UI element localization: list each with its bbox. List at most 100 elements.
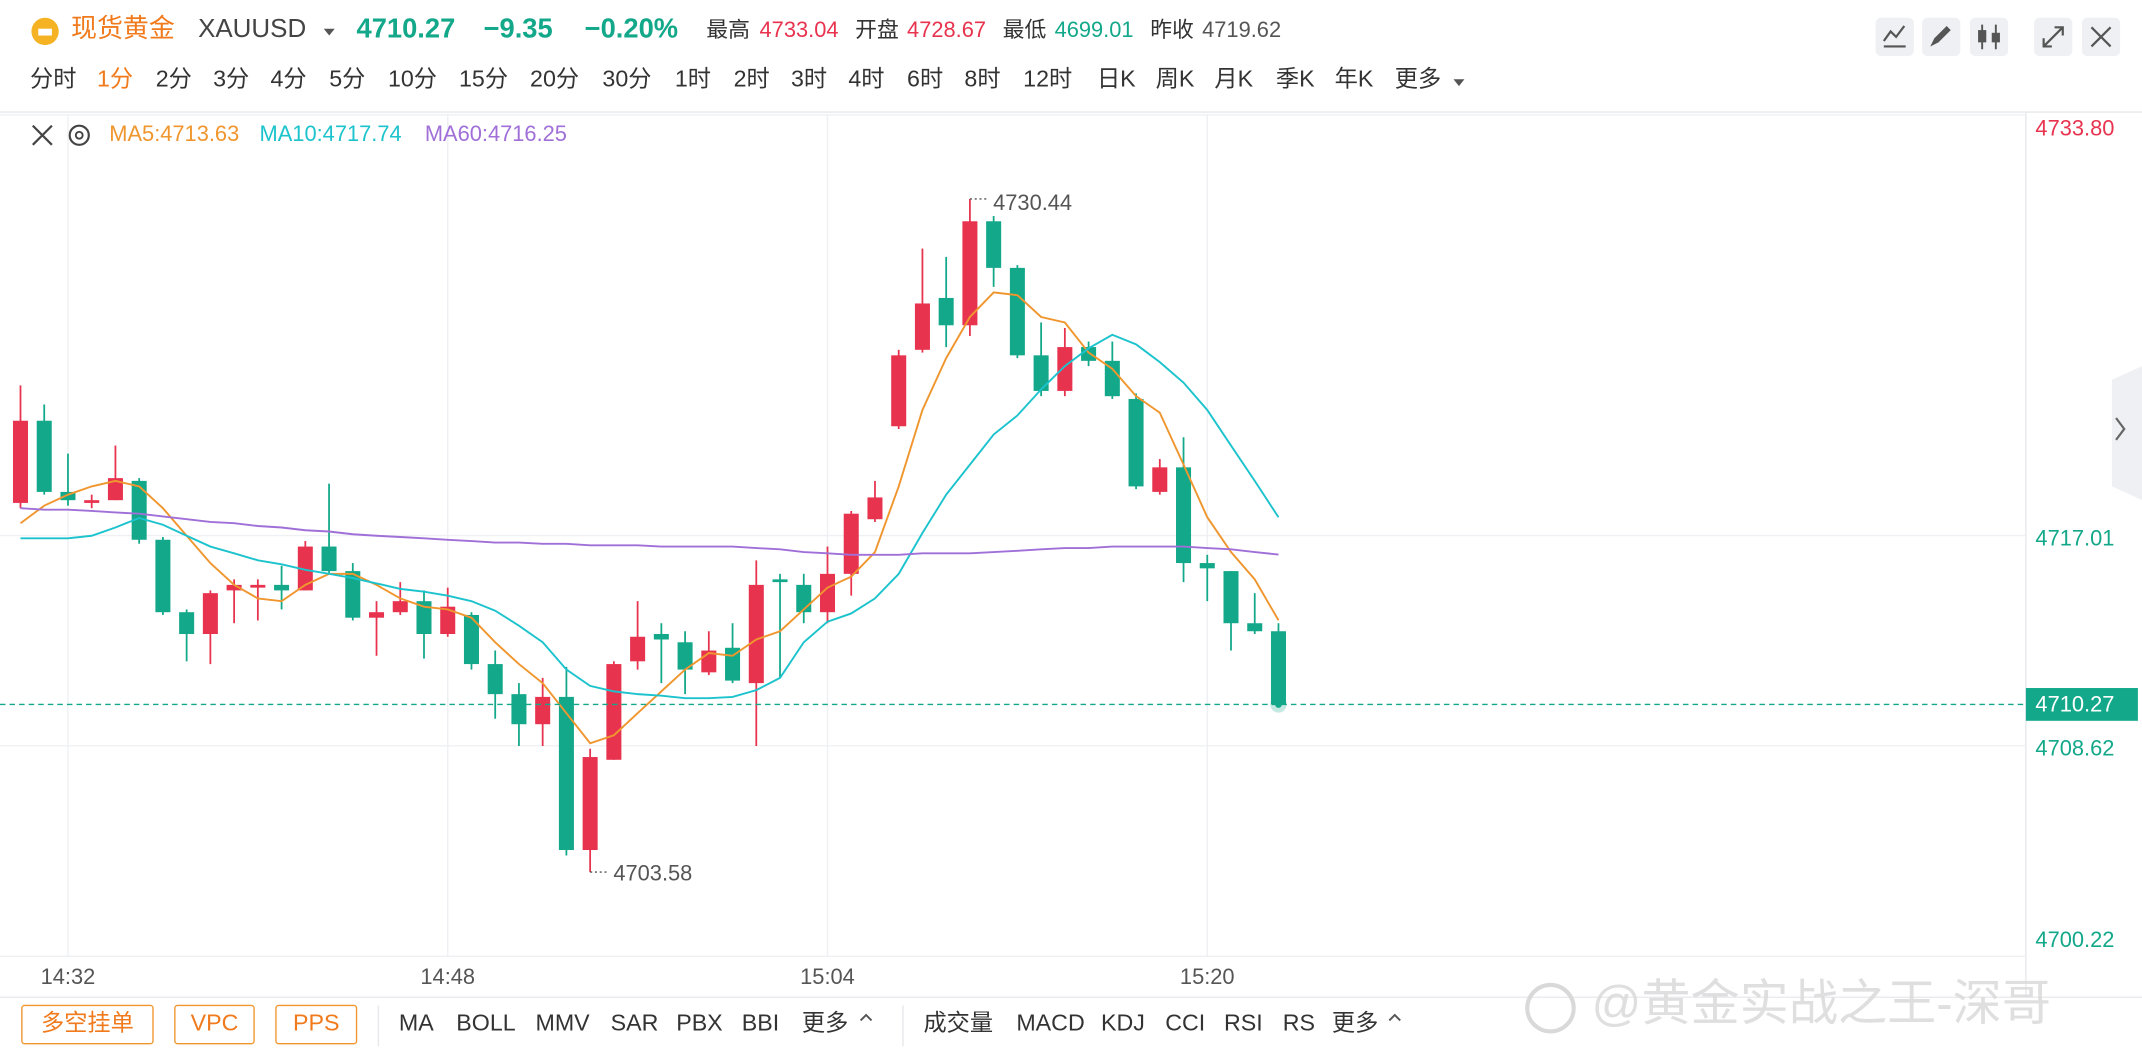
period-tab[interactable]: 8时 [964,66,1000,92]
candle-body [606,664,622,760]
candle-style-icon-body [1978,30,1987,43]
more-up-caret[interactable] [859,1013,873,1022]
period-tab[interactable]: 12时 [1023,66,1072,92]
candle-body [938,297,954,326]
candle-body [440,606,456,634]
sub-indicator-tab[interactable]: KDJ [1101,1010,1145,1036]
ma-line [20,507,1279,556]
more-up-caret[interactable] [1388,1013,1401,1022]
period-tab[interactable]: 2时 [734,66,770,92]
period-tab[interactable]: 年K [1335,66,1374,92]
ma-settings-icon-center [74,130,84,140]
period-tab[interactable]: 30分 [602,66,651,92]
period-tab[interactable]: 4分 [270,66,306,92]
candle-body [891,355,907,427]
side-panel-tab[interactable] [2111,366,2142,500]
period-tab[interactable]: 分时 [30,66,76,92]
candle-body [463,614,479,665]
candle-style-icon-body [1991,32,2000,43]
extreme-label: 4730.44 [993,190,1072,215]
main-indicator-tab[interactable]: BBI [742,1010,779,1036]
candle-body [274,584,290,591]
stat-value: 4733.04 [760,17,839,42]
order-button-label: PPS [293,1010,339,1036]
period-tab[interactable]: 3时 [791,66,827,92]
candle-body [772,579,788,583]
stat-value: 4719.62 [1202,17,1281,42]
candle-body [369,612,385,618]
sub-indicator-tab[interactable]: CCI [1165,1010,1205,1036]
stat-label: 最低 [1003,17,1047,42]
y-tick-label: 4700.22 [2035,927,2114,952]
candle-body [12,420,29,503]
period-tab[interactable]: 1分 [97,66,133,92]
period-tab[interactable]: 15分 [459,66,508,92]
x-tick-label: 14:32 [41,964,96,989]
candle-body [677,642,693,670]
period-tab[interactable]: 10分 [388,66,437,92]
period-tab[interactable]: 月K [1214,66,1253,92]
main-indicator-tab[interactable]: 更多 [802,1010,848,1036]
candle-body [843,513,859,574]
candle-body [819,573,836,613]
candle-body [1176,467,1192,564]
period-tab[interactable]: 3分 [213,66,249,92]
candle-body [962,221,978,326]
candle-body [748,584,764,684]
period-tab[interactable]: 2分 [156,66,192,92]
order-button[interactable] [21,1004,154,1045]
gold-icon-bar [38,28,52,36]
period-tab[interactable]: 20分 [530,66,579,92]
stat-value: 4728.67 [907,17,986,42]
order-button[interactable] [174,1004,255,1045]
main-indicator-tab[interactable]: SAR [611,1010,659,1036]
sub-indicator-tab[interactable]: 成交量 [923,1010,993,1036]
candle-body [630,636,646,662]
main-indicator-tab[interactable]: BOLL [456,1010,515,1036]
sub-indicator-tab[interactable]: MACD [1016,1010,1084,1036]
candle-body [84,500,100,503]
instrument-symbol[interactable]: XAUUSD [198,15,306,43]
candle-body [392,601,408,613]
main-indicator-tab[interactable]: MMV [535,1010,590,1036]
period-tab[interactable]: 5分 [329,66,365,92]
main-indicator-tab[interactable]: PBX [676,1010,722,1036]
candle-body [1009,267,1025,356]
instrument-name[interactable]: 现货黄金 [71,14,175,43]
candle-body [1199,563,1215,569]
sub-indicator-tab[interactable]: 更多 [1332,1010,1378,1036]
candle-body [558,696,574,851]
price-change: −9.35 [484,12,553,43]
period-tab[interactable]: 周K [1156,66,1195,92]
sub-indicator-tab[interactable]: RSI [1224,1010,1263,1036]
close-icon [2090,26,2112,48]
candle-body [131,480,147,540]
last-price: 4710.27 [357,12,456,43]
more-caret[interactable] [1453,79,1465,87]
candle-body [1247,623,1263,632]
order-button[interactable] [275,1004,358,1045]
ma-legend: MA60:4716.25 [425,121,567,146]
candle-body [321,546,337,572]
candle-body [1033,355,1049,391]
candle-body [416,601,432,634]
period-tab[interactable]: 1时 [675,66,711,92]
candle-style-button[interactable] [1969,17,2009,57]
sub-indicator-tab[interactable]: RS [1283,1010,1315,1036]
period-tab[interactable]: 4时 [848,66,884,92]
period-tab[interactable]: 6时 [907,66,943,92]
period-tab[interactable]: 更多 [1395,66,1441,92]
period-tab[interactable]: 季K [1276,66,1315,92]
ma-settings-icon[interactable] [68,124,90,146]
stat-label: 昨收 [1150,17,1194,42]
candle-body [202,593,218,634]
x-tick-label: 15:20 [1180,964,1235,989]
hide-ma-icon[interactable] [32,124,53,146]
period-tab[interactable]: 日K [1097,66,1136,92]
main-indicator-tab[interactable]: MA [399,1010,434,1036]
price-change-percent: −0.20% [585,12,678,43]
candle-body [36,420,52,492]
dropdown-caret[interactable] [323,28,335,36]
candle-body [1128,398,1144,487]
